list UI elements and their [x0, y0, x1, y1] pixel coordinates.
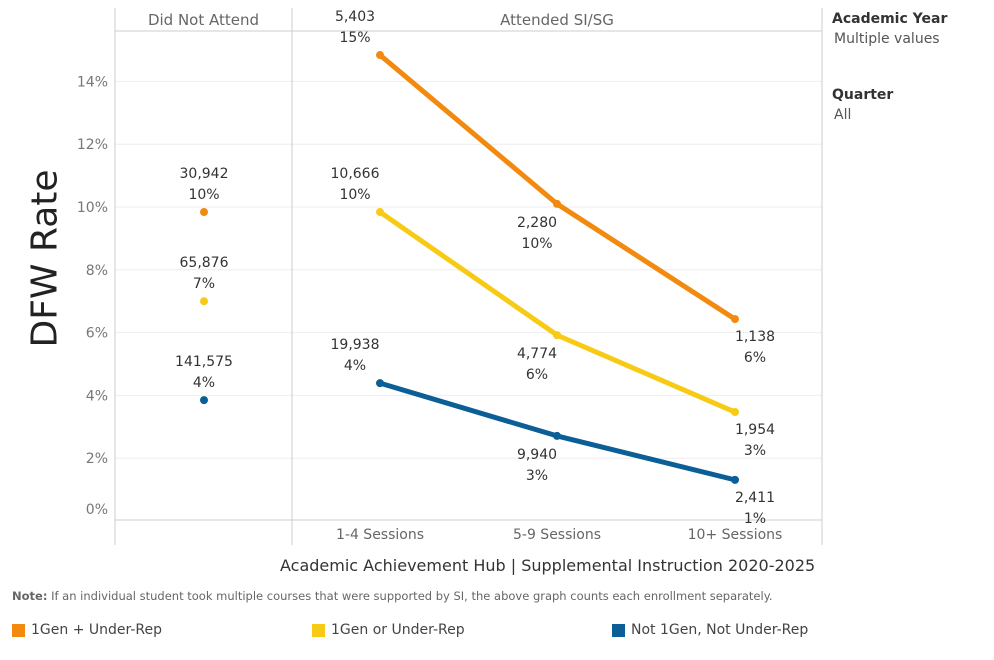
legend-swatch — [12, 623, 25, 637]
data-label-pct: 3% — [744, 443, 766, 459]
data-label-count: 2,280 — [517, 215, 557, 231]
y-tick-label: 2% — [86, 451, 108, 467]
filter-title: Academic Year — [832, 11, 948, 27]
data-label-count: 65,876 — [180, 255, 229, 271]
data-label-pct: 10% — [521, 236, 552, 252]
y-tick-label: 4% — [86, 388, 108, 404]
legend-swatch — [612, 623, 625, 637]
legend-label: Not 1Gen, Not Under-Rep — [631, 622, 809, 638]
data-label-pct: 7% — [193, 276, 215, 292]
y-tick-label: 14% — [77, 74, 108, 90]
filter-value[interactable]: Multiple values — [834, 31, 940, 47]
y-tick-label: 10% — [77, 200, 108, 216]
data-label-pct: 15% — [339, 30, 370, 46]
x-tick-label: 1-4 Sessions — [336, 527, 424, 543]
data-point — [376, 208, 384, 217]
y-axis-title: DFW Rate — [24, 169, 66, 348]
data-point — [731, 315, 739, 324]
data-label-count: 141,575 — [175, 354, 233, 370]
x-tick-label: 10+ Sessions — [688, 527, 783, 543]
data-label-pct: 6% — [526, 367, 548, 383]
filter-title: Quarter — [832, 87, 894, 103]
y-tick-label: 8% — [86, 263, 108, 279]
data-label-pct: 10% — [339, 187, 370, 203]
x-tick-label: 5-9 Sessions — [513, 527, 601, 543]
data-label-pct: 4% — [344, 358, 366, 374]
data-point — [200, 297, 208, 306]
footnote: Note: If an individual student took mult… — [12, 589, 773, 603]
panel-header: Did Not Attend — [148, 11, 259, 29]
data-point — [731, 408, 739, 417]
data-label-count: 1,138 — [735, 329, 775, 345]
series-line — [377, 52, 738, 322]
data-label-count: 5,403 — [335, 9, 375, 25]
data-point — [200, 396, 208, 405]
data-point — [553, 199, 561, 208]
data-label-pct: 6% — [744, 350, 766, 366]
data-label-pct: 3% — [526, 468, 548, 484]
legend-item-1gen-or-under-rep[interactable]: 1Gen or Under-Rep — [312, 622, 465, 638]
data-label-pct: 4% — [193, 375, 215, 391]
legend-label: 1Gen + Under-Rep — [31, 622, 163, 638]
data-point — [376, 379, 384, 388]
data-label-count: 2,411 — [735, 490, 775, 506]
filter-academic-year[interactable]: Academic Year Multiple values — [832, 11, 947, 47]
legend-label: 1Gen or Under-Rep — [331, 622, 465, 638]
legend-item-not-1gen[interactable]: Not 1Gen, Not Under-Rep — [612, 622, 808, 638]
data-point — [200, 208, 208, 217]
data-label-count: 30,942 — [180, 166, 229, 182]
y-tick-label: 0% — [86, 502, 108, 518]
legend-swatch — [312, 623, 325, 637]
note-label: Note: — [12, 589, 48, 603]
data-point — [376, 51, 384, 60]
data-label-count: 19,938 — [331, 337, 380, 353]
series-line — [377, 209, 738, 415]
filter-quarter[interactable]: Quarter All — [832, 87, 893, 123]
data-label-count: 1,954 — [735, 422, 775, 438]
y-tick-label: 12% — [77, 137, 108, 153]
data-label-pct: 10% — [188, 187, 219, 203]
legend-item-1gen-under-rep[interactable]: 1Gen + Under-Rep — [12, 622, 162, 638]
filter-value[interactable]: All — [834, 107, 852, 123]
note-text: If an individual student took multiple c… — [47, 589, 773, 603]
series-line — [377, 380, 738, 483]
data-label-count: 10,666 — [331, 166, 380, 182]
y-tick-label: 6% — [86, 326, 108, 342]
data-point — [553, 431, 561, 440]
data-point — [553, 331, 561, 340]
panel-header: Attended SI/SG — [500, 11, 614, 29]
chart-caption: Academic Achievement Hub | Supplemental … — [280, 556, 816, 575]
data-point — [731, 475, 739, 484]
data-label-count: 9,940 — [517, 447, 557, 463]
data-label-count: 4,774 — [517, 346, 557, 362]
data-label-pct: 1% — [744, 511, 766, 527]
